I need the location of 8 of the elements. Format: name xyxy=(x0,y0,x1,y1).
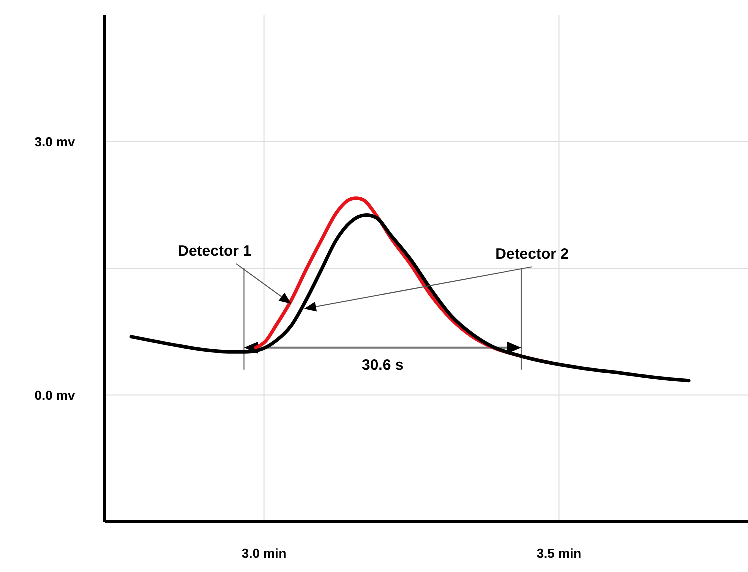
line-series xyxy=(130,214,691,383)
y-tick-label: 3.0 mv xyxy=(34,134,76,150)
x-tick-label: 3.5 min xyxy=(536,546,582,561)
annotation: Detector 1 xyxy=(178,242,252,260)
annotation: 30.6 s xyxy=(362,356,404,374)
x-tick-label: 3.0 min xyxy=(242,546,287,561)
y-tick-label: 0.0 mv xyxy=(34,388,76,403)
annotation: Detector 2 xyxy=(496,246,570,264)
